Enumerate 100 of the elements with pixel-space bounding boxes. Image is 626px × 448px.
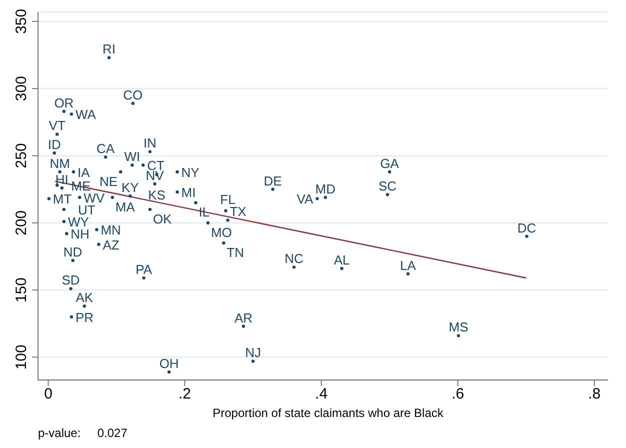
point — [251, 360, 255, 363]
point — [142, 164, 145, 167]
data-label: KY — [121, 180, 140, 195]
data-label: DC — [517, 220, 536, 236]
point — [131, 102, 134, 105]
data-label: OH — [159, 356, 179, 371]
y-tick-label: 150 — [13, 278, 30, 303]
data-label: CA — [96, 141, 115, 156]
data-label: PR — [75, 310, 94, 325]
point — [386, 193, 390, 196]
point — [525, 234, 528, 238]
point — [70, 112, 74, 116]
x-tick-label: 0 — [44, 386, 52, 403]
data-label: MT — [52, 192, 72, 207]
point — [119, 170, 122, 174]
point — [148, 208, 152, 212]
point — [206, 221, 210, 224]
point — [71, 258, 74, 262]
data-label: NE — [100, 174, 118, 189]
data-label: VT — [48, 118, 66, 134]
point — [62, 208, 66, 212]
point — [316, 197, 319, 200]
point — [226, 218, 230, 222]
data-label: IA — [77, 164, 90, 180]
point — [176, 170, 179, 174]
x-axis-title: Proportion of state claimants who are Black — [212, 406, 444, 420]
y-tick-label: 350 — [13, 8, 30, 34]
point — [128, 194, 132, 198]
data-label: PA — [136, 262, 152, 277]
point — [65, 232, 68, 236]
data-label: NY — [181, 164, 200, 180]
x-tick-label: .8 — [588, 386, 601, 403]
point — [52, 151, 56, 155]
data-label: AR — [234, 310, 253, 326]
data-label: OR — [54, 95, 74, 110]
point — [242, 324, 246, 328]
point — [78, 196, 82, 199]
point — [62, 110, 66, 113]
point — [406, 272, 410, 276]
data-label: AK — [76, 290, 94, 306]
x-tick-label: .4 — [315, 386, 328, 403]
data-label: OK — [152, 211, 172, 226]
text: p-value: 0.027 — [38, 426, 128, 440]
data-label: SD — [62, 272, 80, 288]
point — [69, 287, 72, 290]
point — [142, 276, 146, 280]
point — [292, 266, 296, 269]
point — [82, 304, 86, 308]
point — [148, 150, 152, 154]
point — [110, 196, 114, 199]
data-label: MS — [448, 320, 469, 335]
x-tick-label: .6 — [452, 386, 464, 403]
data-label: MO — [210, 224, 232, 240]
data-label: MA — [115, 199, 136, 214]
point — [456, 334, 460, 338]
y-tick-label: 100 — [13, 344, 30, 370]
data-label: LA — [400, 258, 416, 273]
x-tick-label: .2 — [178, 386, 192, 403]
point — [271, 188, 274, 191]
data-label: NM — [50, 156, 70, 171]
point — [95, 228, 98, 232]
data-label: TN — [226, 245, 244, 260]
point — [176, 190, 179, 194]
point — [56, 132, 59, 136]
data-label: SC — [378, 178, 397, 194]
data-label: NJ — [245, 345, 261, 360]
point — [167, 370, 171, 374]
data-label: WI — [124, 149, 140, 164]
data-label: MN — [100, 222, 121, 238]
point — [224, 209, 228, 212]
point — [324, 196, 327, 199]
point — [107, 56, 111, 60]
point — [62, 220, 66, 224]
point — [130, 164, 134, 167]
point — [388, 170, 392, 174]
point — [340, 266, 344, 270]
point — [70, 315, 74, 318]
y-tick-label: 300 — [13, 76, 30, 102]
point — [60, 186, 64, 190]
point — [97, 242, 100, 246]
data-label: AZ — [102, 237, 120, 252]
data-label: MI — [181, 184, 196, 200]
data-label: AL — [334, 252, 350, 268]
point — [194, 201, 198, 204]
data-label: WA — [75, 107, 96, 122]
point — [72, 170, 76, 174]
data-label: DE — [264, 173, 282, 188]
y-tick-label: 250 — [13, 143, 30, 168]
data-label: CO — [123, 87, 143, 102]
data-label: IN — [143, 136, 156, 151]
point — [222, 241, 226, 245]
point — [47, 197, 51, 200]
data-label: NC — [284, 251, 304, 266]
data-label: RI — [102, 42, 116, 57]
point — [153, 182, 156, 186]
data-label: ND — [63, 244, 82, 260]
data-label: MD — [315, 181, 336, 196]
y-tick-label: 200 — [13, 210, 30, 236]
data-label: ID — [48, 137, 61, 152]
data-label: KS — [148, 188, 166, 203]
